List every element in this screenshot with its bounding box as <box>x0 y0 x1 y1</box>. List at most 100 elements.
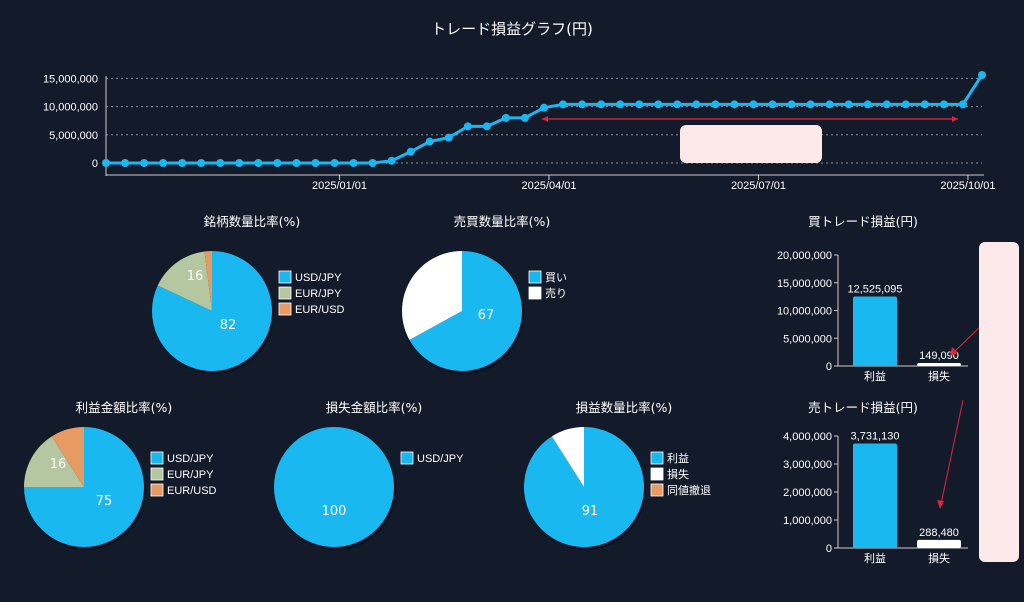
pie-value-label: 82 <box>220 318 237 333</box>
line-point <box>825 100 834 109</box>
pie-slice <box>551 427 584 487</box>
line-chart: トレード損益グラフ(円) 0 5,000,000 10,000,000 15,000,0… <box>43 20 996 192</box>
pie-value-label: 100 <box>322 504 347 519</box>
bar-y-tick-label: 5,000,000 <box>783 333 832 345</box>
pie-legend-swatch <box>400 451 414 465</box>
pie-legend-swatch <box>650 483 664 497</box>
bar-y-tick-label: 0 <box>826 543 832 555</box>
bar-value-label: 288,480 <box>919 527 959 539</box>
bar-title: 買トレード損益(円) <box>808 214 918 229</box>
pie-slice <box>204 251 212 311</box>
line-point <box>635 100 644 109</box>
pie-slice <box>409 251 522 372</box>
bar-title: 売トレード損益(円) <box>808 400 918 415</box>
pie-legend-swatch <box>278 270 292 284</box>
side-note-arrowhead-2 <box>937 500 944 509</box>
line-x-tick-label: 2025/01/01 <box>312 180 367 192</box>
bar-value-label: 12,525,095 <box>847 283 902 295</box>
line-point <box>578 100 587 109</box>
pie-legend-label: EUR/USD <box>295 304 345 316</box>
line-point <box>844 100 853 109</box>
bar-category-label: 利益 <box>864 369 886 383</box>
idle-period-arrowhead-left <box>542 116 548 122</box>
pie-legend-swatch <box>278 286 292 300</box>
bar-rect <box>853 443 897 548</box>
idle-period-arrowhead-right <box>952 116 958 122</box>
line-point <box>616 100 625 109</box>
line-point <box>311 159 320 167</box>
pie-legend-swatch <box>150 467 164 481</box>
pie-value-label: 67 <box>478 308 495 323</box>
pie-slice <box>51 427 84 487</box>
line-point <box>216 159 225 167</box>
line-point <box>501 113 510 122</box>
line-point <box>768 100 777 109</box>
bar-value-label: 149,090 <box>919 350 959 362</box>
pie-legend-label: USD/JPY <box>417 453 464 465</box>
bar-rect <box>917 539 961 548</box>
side-note-arrow-1 <box>952 325 982 354</box>
bar-y-tick-label: 15,000,000 <box>777 278 832 290</box>
line-point <box>178 159 187 167</box>
side-note-arrow-2 <box>940 399 964 505</box>
line-point <box>444 133 453 142</box>
line-point <box>520 113 529 122</box>
pie-title: 売買数量比率(%) <box>454 214 551 229</box>
pie-legend-label: 利益 <box>667 451 689 465</box>
pie-pie-brand: 銘柄数量比率(%) 82 16 USD/JPY EUR/JPY EUR/USD <box>152 214 345 374</box>
line-point <box>235 159 244 167</box>
line-point <box>102 159 110 167</box>
pie-legend-swatch <box>278 302 292 316</box>
pie-slice <box>274 427 394 547</box>
pie-title: 銘柄数量比率(%) <box>204 214 301 229</box>
line-point <box>692 100 701 109</box>
pie-legend-label: EUR/JPY <box>167 469 214 481</box>
bar-value-label: 3,731,130 <box>851 431 900 443</box>
pie-legend-swatch <box>528 270 542 284</box>
pie-pie-loss: 損失金額比率(%) 100 USD/JPY <box>274 400 464 550</box>
line-point <box>597 100 606 109</box>
line-point <box>540 103 548 112</box>
line-point <box>387 156 396 165</box>
pie-value-label: 16 <box>50 457 67 472</box>
line-point <box>482 122 491 131</box>
line-point <box>673 100 682 109</box>
pie-title: 損失金額比率(%) <box>326 400 423 415</box>
bar-bar-sell: 売トレード損益(円) 0 1,000,000 2,000,000 3,000,000 4,… <box>783 400 968 565</box>
pie-title: 損益数量比率(%) <box>576 400 673 415</box>
line-point <box>425 137 434 146</box>
pie-slice <box>24 436 84 487</box>
line-point <box>368 159 377 167</box>
pie-legend-swatch <box>650 467 664 481</box>
line-point <box>901 100 910 109</box>
pie-legend-label: 買い <box>545 271 567 284</box>
pie-slice <box>152 251 273 371</box>
bar-y-tick-label: 2,000,000 <box>783 487 832 499</box>
line-point <box>787 100 796 109</box>
pie-value-label: 16 <box>187 269 204 284</box>
line-point <box>863 100 872 109</box>
line-x-tick-label: 2025/04/01 <box>521 180 576 192</box>
pie-legend-swatch <box>150 483 164 497</box>
line-point <box>197 159 206 167</box>
pie-slice <box>157 251 212 311</box>
line-y-tick-label: 15,000,000 <box>43 73 98 85</box>
line-point <box>939 100 948 109</box>
line-point <box>254 159 263 167</box>
line-point <box>273 159 282 167</box>
pie-legend-label: EUR/JPY <box>295 288 342 300</box>
line-point <box>349 159 358 167</box>
side-note-arrowhead-1 <box>950 347 958 356</box>
pie-value-label: 91 <box>582 504 599 519</box>
bar-bar-buy: 買トレード損益(円) 0 5,000,000 10,000,000 15,000,000… <box>777 214 968 383</box>
bar-category-label: 損失 <box>928 551 950 565</box>
bar-y-tick-label: 0 <box>826 361 832 373</box>
bar-y-tick-label: 10,000,000 <box>777 306 832 318</box>
line-point <box>749 100 758 109</box>
pie-title: 利益金額比率(%) <box>76 400 173 415</box>
line-point <box>806 100 815 109</box>
pie-legend-swatch <box>150 451 164 465</box>
